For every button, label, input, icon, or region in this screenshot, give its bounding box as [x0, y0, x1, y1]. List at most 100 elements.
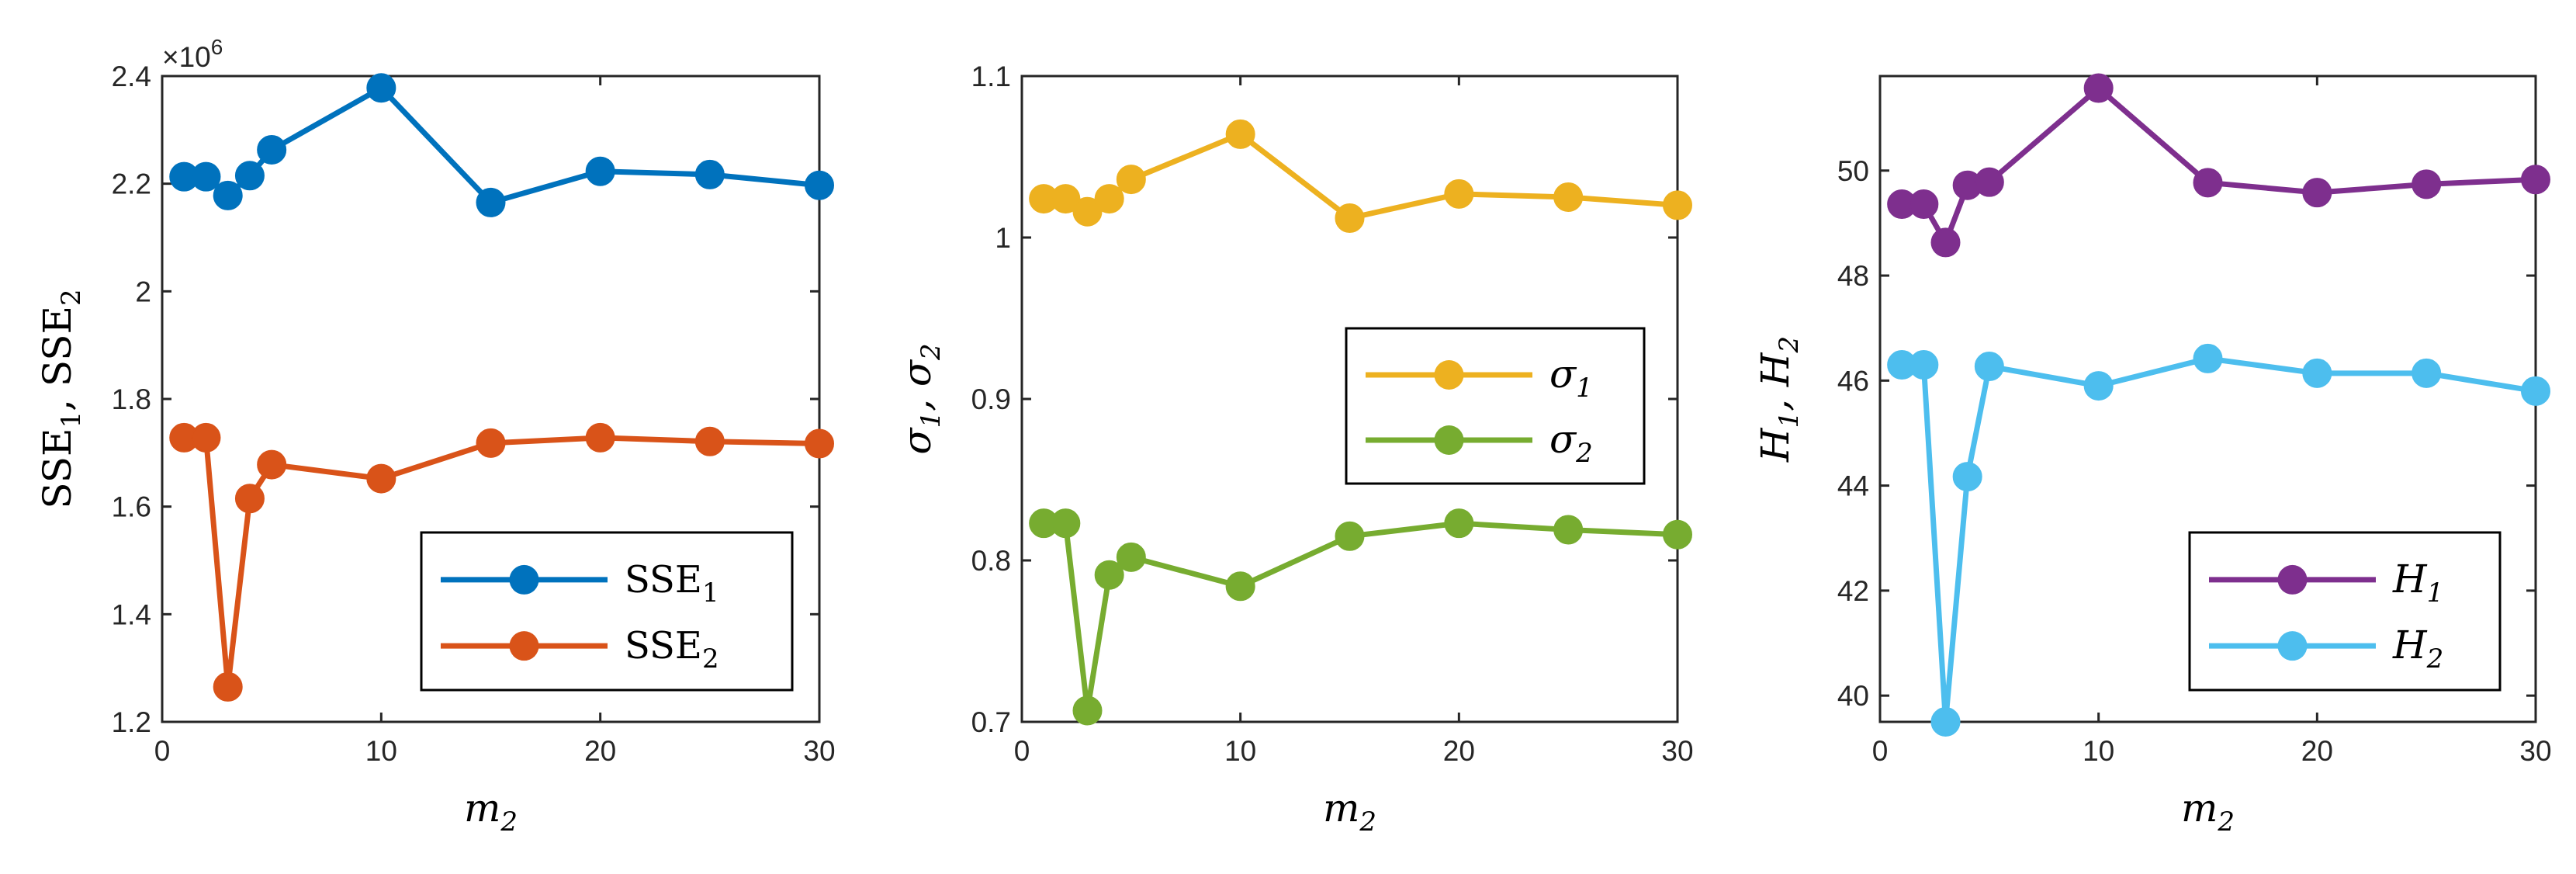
y-axis-label: SSE1, SSE2	[35, 289, 87, 508]
legend-marker	[2277, 631, 2308, 661]
chart-panel-1: 0 10 20 30 1.2 1.4 1.6 1.8 2 2.2 2.4 ×106 m2 SSE1, SS…	[35, 35, 836, 838]
x-tick-label: 20	[2301, 735, 2333, 767]
y-tick-label: 2.4	[112, 61, 151, 92]
data-point	[1225, 571, 1255, 602]
series-line-2	[1902, 355, 2536, 725]
data-point	[1974, 352, 2004, 382]
data-point	[2521, 165, 2550, 195]
data-point	[1974, 167, 2004, 197]
data-point	[694, 159, 725, 189]
x-tick-label: 0	[1872, 735, 1889, 767]
data-point	[1663, 190, 1692, 220]
legend-label: H1	[2392, 557, 2443, 609]
legend-label: SSE1	[625, 558, 719, 609]
y-tick-label: 1.1	[971, 61, 1011, 92]
x-tick-label: 20	[584, 735, 616, 767]
x-tick-label: 0	[1014, 735, 1030, 767]
data-point	[1116, 165, 1146, 195]
data-point	[1553, 182, 1584, 212]
legend-label: σ1	[1549, 352, 1593, 404]
series-line-1	[1902, 85, 2536, 245]
y-axis-label: σ1, σ2	[895, 343, 947, 454]
data-point	[213, 671, 243, 702]
data-point	[1909, 189, 1939, 220]
data-point	[2412, 358, 2442, 388]
data-point	[1335, 521, 1365, 551]
data-point	[1930, 227, 1961, 258]
x-tick-label: 10	[2083, 735, 2114, 767]
data-point	[694, 426, 725, 456]
data-point	[213, 180, 243, 210]
data-point	[476, 187, 506, 217]
legend-marker	[1434, 425, 1464, 455]
data-point	[366, 463, 396, 494]
data-point	[1225, 119, 1255, 149]
legend-box	[1345, 327, 1646, 485]
data-point	[191, 161, 221, 192]
data-point	[1072, 196, 1103, 227]
legend: SSE1 SSE2	[420, 531, 794, 692]
data-point	[1930, 707, 1961, 737]
y-tick-label: 1.2	[112, 706, 151, 738]
legend-box	[420, 531, 794, 692]
data-point	[2521, 376, 2550, 406]
x-axis-label: m2	[1323, 786, 1376, 838]
legend-label: σ2	[1549, 417, 1593, 469]
data-point	[1909, 350, 1939, 380]
x-tick-label: 30	[1661, 735, 1693, 767]
x-axis-label: m2	[2181, 786, 2235, 838]
x-tick-label: 20	[1443, 735, 1475, 767]
data-point	[1444, 508, 1474, 539]
y-tick-label: 46	[1837, 365, 1869, 397]
data-point	[1335, 203, 1365, 234]
x-tick-label: 0	[154, 735, 171, 767]
y-tick-label: 1.6	[112, 491, 151, 523]
y-tick-label: 1	[995, 222, 1011, 254]
x-tick-label: 10	[365, 735, 397, 767]
legend-marker	[2277, 564, 2308, 595]
y-tick-label: 0.9	[971, 383, 1011, 415]
series-line-2	[1044, 520, 1678, 713]
data-point	[1094, 560, 1124, 590]
y-tick-label: 2.2	[112, 168, 151, 200]
legend-marker	[1434, 360, 1464, 390]
data-point	[1952, 462, 1982, 492]
y-tick-label: 1.8	[112, 383, 151, 415]
y-axis-label: H1, H2	[1753, 336, 1805, 463]
y-tick-label: 44	[1837, 470, 1869, 502]
legend-marker	[509, 631, 539, 661]
data-point	[366, 73, 396, 103]
x-tick-label: 10	[1224, 735, 1256, 767]
data-point	[257, 134, 287, 165]
data-point	[1094, 184, 1124, 214]
legend-marker	[509, 564, 539, 595]
y-tick-label: 50	[1837, 155, 1869, 187]
legend-box	[2188, 531, 2502, 692]
data-point	[2412, 169, 2442, 199]
data-point	[1553, 515, 1584, 545]
data-point	[234, 161, 265, 191]
x-axis-label: m2	[464, 786, 518, 838]
data-point	[257, 449, 287, 480]
x-tick-label: 30	[2519, 735, 2551, 767]
data-point	[191, 422, 221, 453]
y-tick-label: 48	[1837, 260, 1869, 292]
data-point	[805, 428, 834, 459]
y-tick-label: 0.7	[971, 706, 1011, 738]
data-point	[2302, 358, 2332, 388]
data-point	[2083, 371, 2114, 401]
y-tick-label: 42	[1837, 575, 1869, 607]
y-tick-label: 1.4	[112, 598, 151, 630]
data-point	[585, 156, 615, 186]
data-point	[2193, 168, 2223, 198]
y-tick-label: 0.8	[971, 545, 1011, 577]
legend-label: SSE2	[625, 624, 719, 675]
data-point	[1663, 519, 1692, 550]
x-tick-label: 30	[803, 735, 835, 767]
data-point	[476, 428, 506, 458]
data-point	[2302, 178, 2332, 208]
